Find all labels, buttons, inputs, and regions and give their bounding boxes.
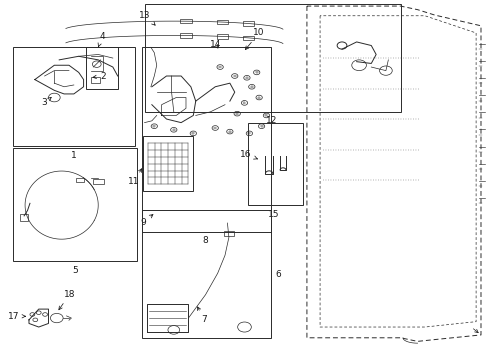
Bar bbox=[180, 19, 192, 23]
Text: 15: 15 bbox=[267, 210, 279, 219]
Bar bbox=[142, 47, 271, 232]
Bar bbox=[248, 123, 303, 205]
Bar bbox=[91, 77, 100, 83]
Text: 12: 12 bbox=[265, 116, 276, 125]
Text: 5: 5 bbox=[72, 266, 78, 275]
Text: 1: 1 bbox=[71, 152, 77, 161]
Text: 13: 13 bbox=[139, 10, 155, 25]
Bar bbox=[216, 20, 228, 24]
Bar bbox=[142, 211, 271, 338]
Text: 9: 9 bbox=[140, 215, 153, 227]
Bar bbox=[180, 33, 192, 38]
Text: 17: 17 bbox=[8, 312, 25, 321]
Bar bbox=[13, 47, 135, 146]
Bar bbox=[20, 214, 28, 221]
Text: 18: 18 bbox=[59, 289, 76, 310]
Text: 14: 14 bbox=[209, 40, 221, 49]
Text: 4: 4 bbox=[98, 32, 105, 47]
Bar bbox=[76, 178, 83, 182]
Bar bbox=[93, 179, 104, 184]
Bar bbox=[224, 230, 233, 235]
Text: 10: 10 bbox=[245, 28, 264, 50]
Bar bbox=[86, 47, 118, 89]
Text: 3: 3 bbox=[41, 97, 51, 107]
Text: 11: 11 bbox=[128, 169, 142, 186]
Text: 16: 16 bbox=[240, 150, 257, 159]
Text: 6: 6 bbox=[275, 270, 281, 279]
Text: 8: 8 bbox=[202, 237, 208, 246]
Bar bbox=[143, 136, 193, 192]
Text: 2: 2 bbox=[93, 72, 106, 81]
Bar bbox=[216, 34, 228, 39]
Bar bbox=[144, 4, 400, 112]
Bar bbox=[242, 36, 254, 40]
Bar bbox=[242, 21, 254, 26]
Text: 7: 7 bbox=[197, 307, 207, 324]
Bar bbox=[13, 148, 137, 261]
